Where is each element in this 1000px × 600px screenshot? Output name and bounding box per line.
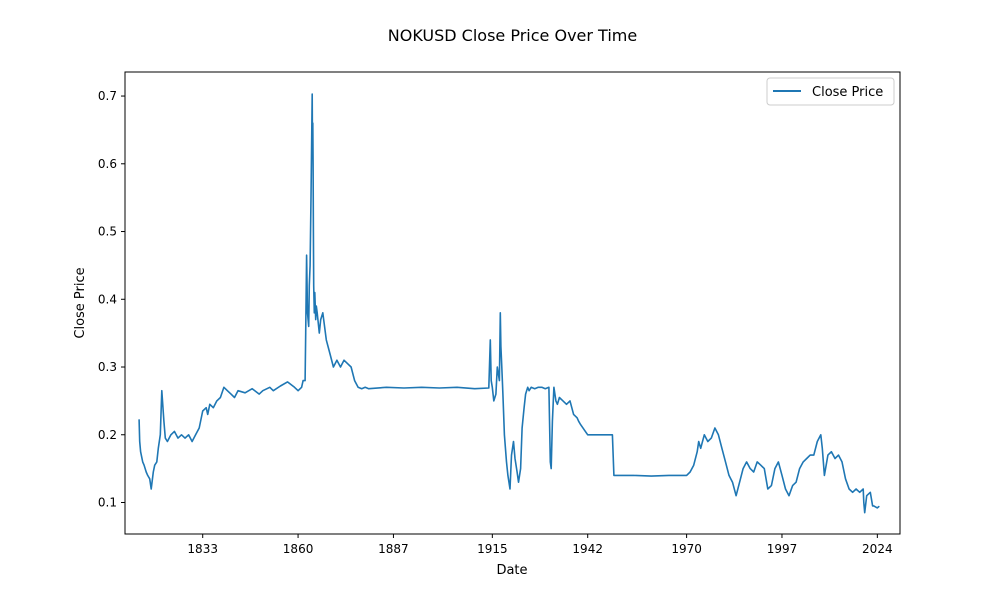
plot-area-frame bbox=[124, 71, 901, 535]
y-tick-label: 0.6 bbox=[98, 157, 117, 171]
x-axis-label: Date bbox=[496, 563, 527, 578]
x-tick-label: 1997 bbox=[767, 542, 798, 556]
legend-label-close-price: Close Price bbox=[812, 85, 883, 100]
chart-title: NOKUSD Close Price Over Time bbox=[387, 26, 638, 45]
y-tick-label: 0.2 bbox=[98, 428, 117, 442]
y-tick-label: 0.3 bbox=[98, 360, 117, 374]
x-tick-label: 2024 bbox=[862, 542, 893, 556]
legend: Close Price bbox=[766, 77, 895, 106]
series-layer bbox=[138, 93, 880, 514]
y-tick-label: 0.4 bbox=[98, 292, 117, 306]
x-axis: 1833 1860 1887 1915 1942 1970 1997 2024 bbox=[187, 534, 893, 556]
y-axis: 0.1 0.2 0.3 0.4 0.5 0.6 0.7 bbox=[98, 89, 125, 510]
legend-box bbox=[766, 77, 895, 106]
x-tick-label: 1860 bbox=[283, 542, 314, 556]
x-tick-label: 1833 bbox=[187, 542, 218, 556]
y-axis-label: Close Price bbox=[73, 267, 88, 338]
series-line-0 bbox=[138, 93, 880, 514]
y-tick-label: 0.1 bbox=[98, 496, 117, 510]
y-tick-label: 0.5 bbox=[98, 225, 117, 239]
y-tick-label: 0.7 bbox=[98, 89, 117, 103]
x-tick-label: 1887 bbox=[378, 542, 409, 556]
x-tick-label: 1970 bbox=[671, 542, 702, 556]
x-tick-label: 1915 bbox=[477, 542, 508, 556]
x-tick-label: 1942 bbox=[572, 542, 603, 556]
